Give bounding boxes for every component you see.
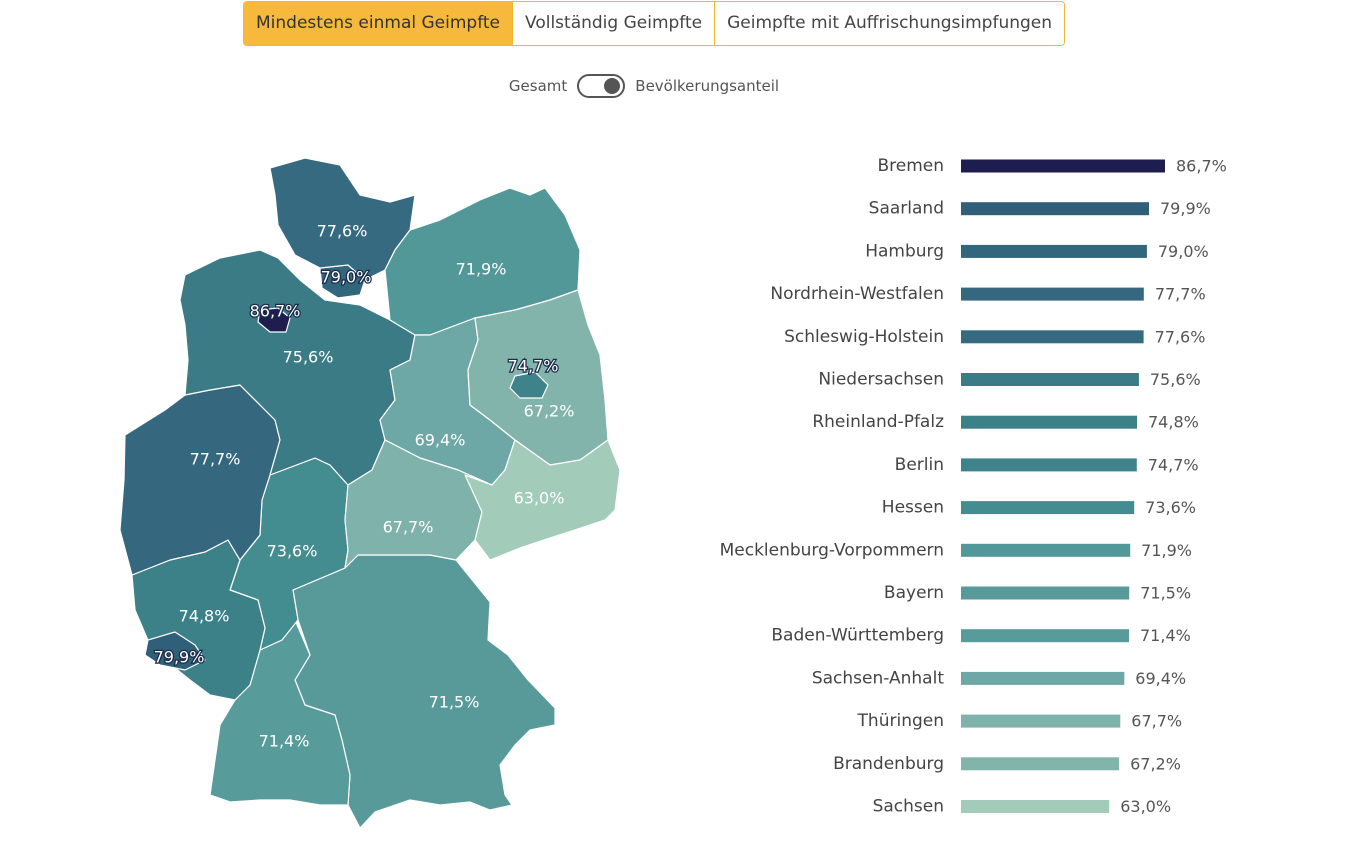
bar-brandenburg[interactable]	[961, 757, 1120, 771]
bar-label-rheinland-pfalz: Rheinland-Pfalz	[812, 412, 944, 432]
map-value-baden-wuerttemberg: 71,4%	[259, 732, 310, 751]
mode-toggle-switch[interactable]	[577, 74, 626, 98]
bar-schleswig-holstein[interactable]	[961, 330, 1144, 344]
region-Berlin[interactable]	[509, 371, 549, 399]
bar-label-bremen: Bremen	[877, 156, 944, 176]
bar-label-berlin: Berlin	[895, 455, 944, 475]
map-value-hamburg: 79,0%	[321, 268, 372, 287]
tab-vollstaendig[interactable]: Vollständig Geimpfte	[512, 2, 715, 45]
bar-baden-wuerttemberg[interactable]	[961, 629, 1129, 643]
bar-value-bayern: 71,5%	[1140, 584, 1191, 603]
bar-label-schleswig-holstein: Schleswig-Holstein	[784, 327, 944, 347]
bar-sachsen-anhalt[interactable]	[961, 671, 1125, 685]
bar-value-bremen: 86,7%	[1176, 157, 1227, 176]
bar-value-niedersachsen: 75,6%	[1150, 370, 1201, 389]
map-value-sachsen-anhalt: 69,4%	[415, 431, 466, 450]
region-Saarland[interactable]	[144, 631, 206, 671]
bar-value-rheinland-pfalz: 74,8%	[1148, 413, 1199, 432]
map-value-sachsen: 63,0%	[514, 489, 565, 508]
bar-chart: Bremen 86,7% Saarland 79,9% Hamburg 79,0% Nord…	[720, 156, 1227, 817]
region-Sachsen[interactable]	[464, 439, 621, 561]
bar-niedersachsen[interactable]	[961, 373, 1139, 386]
bar-label-thueringen: Thüringen	[857, 711, 944, 731]
map-value-nordrhein-westfalen: 77,7%	[190, 450, 241, 469]
germany-map: 86,7% 79,9% 79,0% 77,7% 77,6% 75,6% 74,8% 74,7%…	[119, 157, 621, 829]
bar-label-niedersachsen: Niedersachsen	[818, 370, 944, 390]
bar-label-mecklenburg-vorpommern: Mecklenburg-Vorpommern	[720, 540, 944, 560]
bar-value-hessen: 73,6%	[1145, 498, 1196, 517]
bar-value-mecklenburg-vorpommern: 71,9%	[1141, 541, 1192, 560]
bar-label-sachsen: Sachsen	[873, 797, 944, 817]
bar-sachsen[interactable]	[961, 800, 1110, 813]
bar-nordrhein-westfalen[interactable]	[961, 287, 1144, 301]
bar-value-brandenburg: 67,2%	[1130, 754, 1181, 773]
map-value-bremen: 86,7%	[250, 302, 301, 321]
map-value-thueringen: 67,7%	[383, 518, 434, 537]
tab-mindestens-einmal[interactable]: Mindestens einmal Geimpfte	[244, 2, 513, 45]
bar-rheinland-pfalz[interactable]	[961, 415, 1137, 429]
bar-value-schleswig-holstein: 77,6%	[1155, 327, 1206, 346]
bar-label-hamburg: Hamburg	[865, 241, 944, 261]
map-value-hessen: 73,6%	[267, 542, 318, 561]
bar-value-nordrhein-westfalen: 77,7%	[1155, 285, 1206, 304]
bar-hessen[interactable]	[961, 501, 1135, 515]
bar-label-bayern: Bayern	[884, 583, 944, 603]
toggle-left-label: Gesamt	[508, 77, 568, 95]
bar-thueringen[interactable]	[961, 714, 1121, 728]
bar-bayern[interactable]	[961, 586, 1130, 600]
bar-value-saarland: 79,9%	[1160, 199, 1211, 218]
region-Bremen[interactable]	[257, 307, 291, 333]
bar-label-hessen: Hessen	[882, 498, 944, 518]
map-value-brandenburg: 67,2%	[524, 402, 575, 421]
bar-bremen[interactable]	[961, 159, 1165, 173]
map-value-mecklenburg-vorpommern: 71,9%	[456, 260, 507, 279]
map-value-saarland: 79,9%	[154, 648, 205, 667]
bar-label-nordrhein-westfalen: Nordrhein-Westfalen	[770, 284, 944, 304]
map-value-bayern: 71,5%	[429, 693, 480, 712]
toggle-right-label: Bevölkerungsanteil	[635, 77, 780, 95]
map-value-niedersachsen: 75,6%	[283, 348, 334, 367]
tab-auffrischung[interactable]: Geimpfte mit Auffrischungsimpfungen	[714, 2, 1065, 45]
bar-label-baden-wuerttemberg: Baden-Württemberg	[771, 626, 944, 646]
bar-value-baden-wuerttemberg: 71,4%	[1140, 626, 1191, 645]
bar-label-saarland: Saarland	[869, 199, 944, 219]
bar-value-hamburg: 79,0%	[1158, 242, 1209, 261]
bar-berlin[interactable]	[961, 458, 1137, 472]
map-value-schleswig-holstein: 77,6%	[317, 222, 368, 241]
map-value-rheinland-pfalz: 74,8%	[179, 607, 230, 626]
toggle-knob	[604, 78, 621, 94]
map-labels: 86,7% 79,9% 79,0% 77,7% 77,6% 75,6% 74,8% 74,7%…	[152, 222, 575, 751]
bar-value-sachsen-anhalt: 69,4%	[1135, 669, 1186, 688]
bar-saarland[interactable]	[961, 202, 1149, 216]
bar-value-sachsen: 63,0%	[1120, 797, 1171, 816]
mode-toggle-row: Gesamt Bevölkerungsanteil	[0, 72, 1354, 100]
bar-label-brandenburg: Brandenburg	[833, 754, 944, 774]
bar-hamburg[interactable]	[961, 244, 1147, 258]
region-Baden-Wuerttemberg[interactable]	[209, 619, 351, 806]
bar-value-thueringen: 67,7%	[1131, 712, 1182, 731]
bar-value-berlin: 74,7%	[1148, 455, 1199, 474]
map-value-berlin: 74,7%	[508, 357, 559, 376]
bar-mecklenburg-vorpommern[interactable]	[961, 543, 1131, 557]
vaccination-tabs: Mindestens einmal Geimpfte Vollständig G…	[243, 1, 1066, 46]
bar-label-sachsen-anhalt: Sachsen-Anhalt	[812, 668, 944, 688]
